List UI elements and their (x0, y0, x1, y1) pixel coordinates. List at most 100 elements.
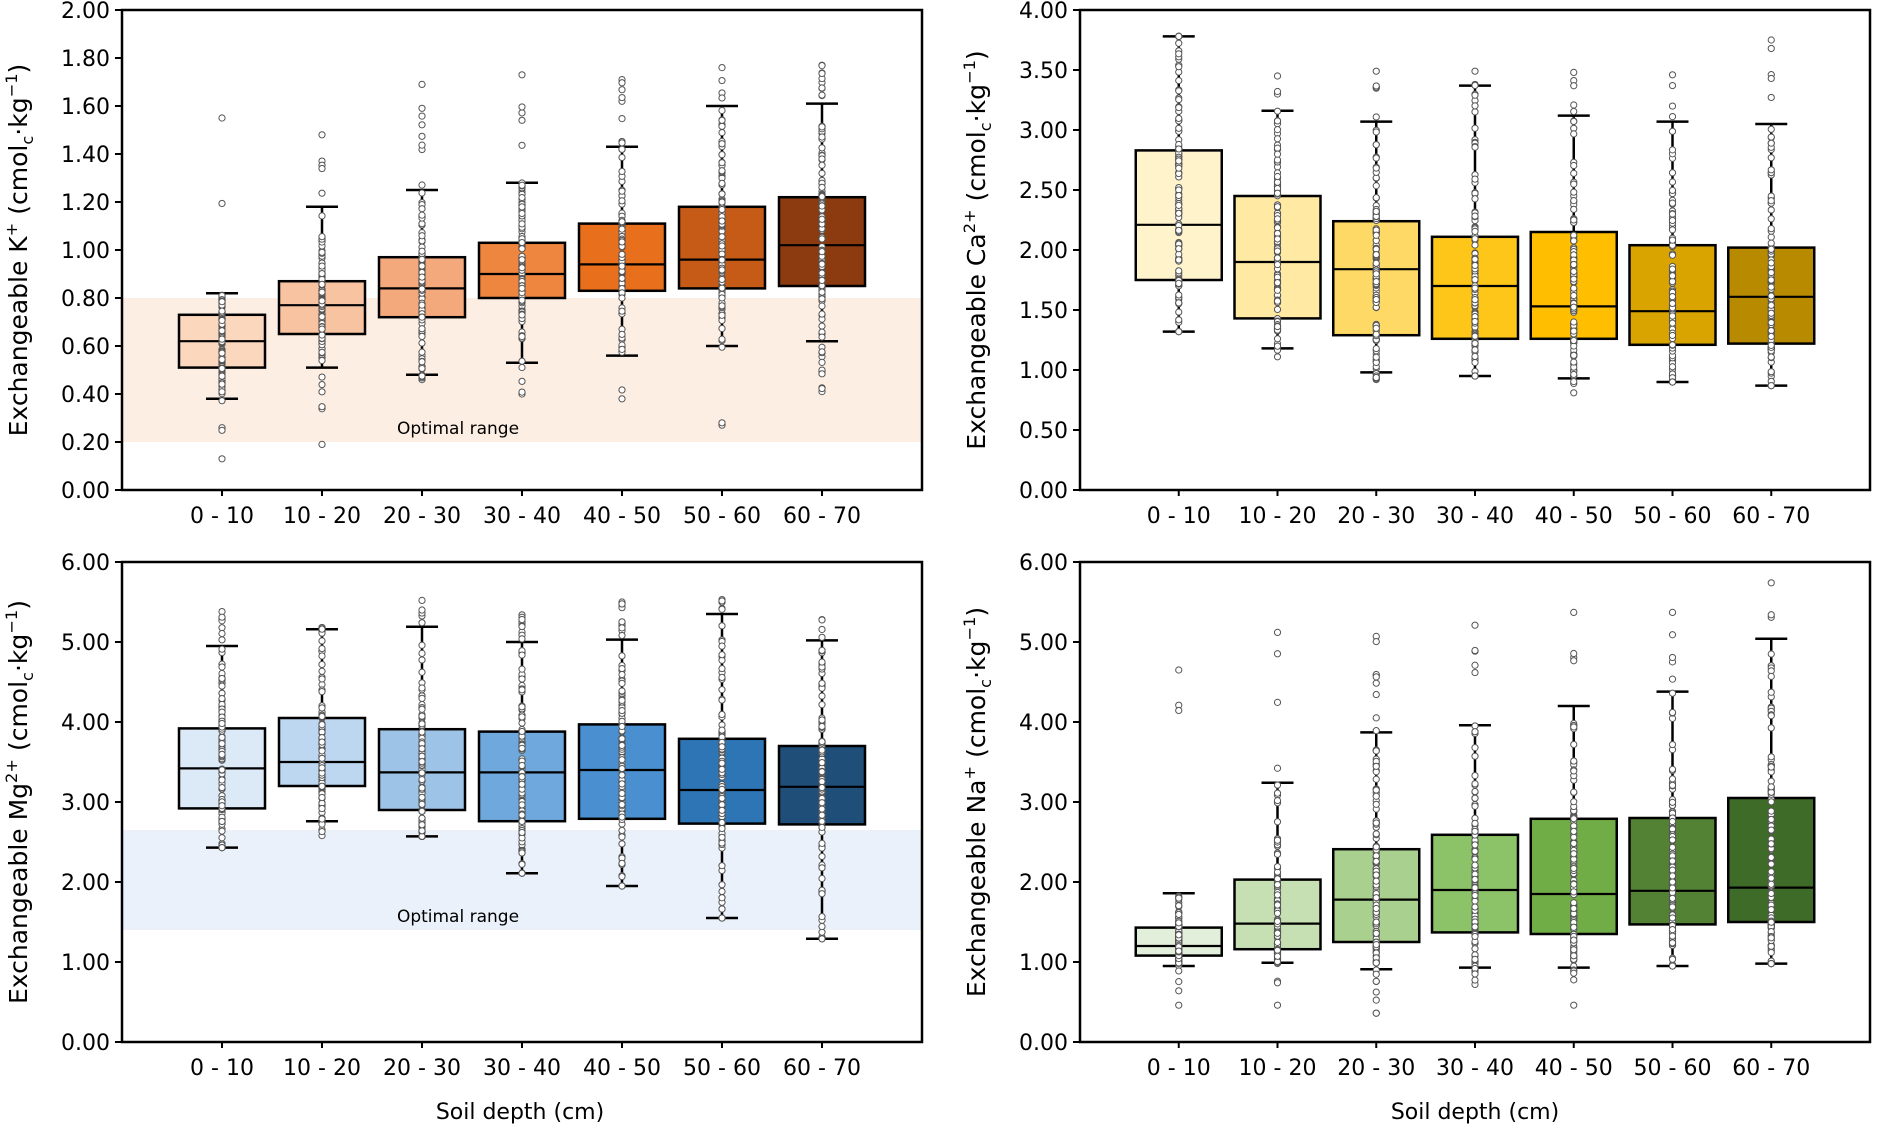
data-point (318, 667, 326, 675)
data-point (1668, 169, 1677, 177)
data-point (218, 335, 226, 343)
data-point (1767, 309, 1775, 317)
data-point (1372, 1009, 1380, 1017)
data-point (318, 269, 326, 278)
y-tick-label: 2.00 (61, 871, 110, 896)
data-point (1570, 952, 1578, 960)
data-point (1471, 276, 1479, 284)
data-point (1372, 141, 1380, 149)
y-tick-label: 4.00 (1019, 0, 1068, 24)
data-point (318, 793, 326, 802)
data-point (718, 894, 726, 902)
data-point (518, 801, 526, 809)
data-point (818, 817, 826, 826)
data-point (318, 804, 326, 813)
data-point (518, 181, 526, 189)
data-point (1175, 267, 1183, 275)
data-point (718, 818, 726, 827)
data-point (1668, 689, 1677, 697)
data-point (718, 159, 726, 167)
data-point (418, 372, 426, 380)
data-point (818, 737, 826, 746)
y-axis-label-part: (cmol (4, 145, 33, 223)
data-point (1767, 650, 1775, 658)
data-point (818, 202, 826, 210)
data-point (618, 664, 626, 673)
data-point (1570, 275, 1578, 283)
data-point (518, 780, 526, 788)
data-point (1570, 839, 1578, 847)
data-point (1570, 351, 1578, 359)
y-tick-label: 4.00 (1019, 711, 1068, 736)
data-point (518, 209, 526, 218)
data-point (718, 116, 726, 124)
data-point (1570, 336, 1578, 345)
data-point (1767, 276, 1775, 284)
y-tick-label: 1.50 (1019, 299, 1068, 324)
panel-exchangeable-ca: 0.00 0.50 1.00 1.50 2.00 2.50 3.00 3.50 4.00 0 - … (960, 0, 1872, 529)
data-point (218, 316, 226, 325)
data-point (1570, 205, 1578, 213)
data-point (1668, 962, 1677, 970)
data-point (1570, 161, 1578, 170)
data-point (218, 827, 226, 835)
panel-exchangeable-na: 0.00 1.00 2.00 3.00 4.00 5.00 6.00 0 - 10 10 - 2… (960, 551, 1872, 1081)
data-point (1668, 894, 1677, 902)
data-point (1175, 931, 1183, 939)
data-point (1570, 101, 1578, 109)
data-point (718, 765, 726, 773)
data-point (1372, 231, 1380, 239)
data-point (218, 355, 226, 364)
data-point (1471, 891, 1479, 900)
data-point (1767, 239, 1775, 247)
data-point (518, 761, 526, 770)
data-point (1273, 335, 1282, 343)
data-point (1471, 728, 1479, 736)
data-point (718, 335, 726, 343)
data-point (1767, 292, 1775, 300)
data-point (418, 775, 426, 784)
data-point (818, 348, 826, 356)
data-point (518, 811, 526, 819)
data-point (1471, 841, 1479, 849)
data-point (318, 712, 326, 721)
data-point (1273, 628, 1282, 637)
data-point (618, 771, 626, 779)
data-point (718, 743, 726, 751)
data-point (518, 203, 526, 211)
data-point (1767, 245, 1775, 253)
data-point (818, 91, 826, 99)
data-point (718, 759, 726, 767)
data-point (718, 806, 726, 814)
x-tick-label: 0 - 10 (1147, 1056, 1211, 1081)
data-point (1372, 792, 1380, 800)
data-point (618, 706, 626, 715)
data-point (318, 373, 326, 381)
data-point (1273, 796, 1282, 805)
data-point (1767, 225, 1775, 233)
data-point (1767, 332, 1775, 341)
data-point (418, 262, 426, 270)
data-point (518, 332, 526, 341)
data-point (318, 348, 326, 356)
data-point (318, 625, 326, 633)
data-point (1175, 114, 1183, 123)
data-point (1570, 880, 1578, 888)
data-point (1372, 894, 1380, 902)
data-point (618, 218, 626, 226)
y-axis-label-part: c (976, 122, 995, 131)
data-point (1668, 608, 1677, 617)
data-point (1570, 370, 1578, 379)
data-point (618, 93, 626, 102)
data-point (518, 296, 526, 304)
data-point (818, 716, 826, 724)
data-point (618, 395, 626, 403)
data-point (618, 780, 626, 788)
data-point (1273, 875, 1282, 883)
data-point (1570, 318, 1578, 326)
y-tick-label: 0.20 (61, 431, 110, 456)
data-point (818, 260, 826, 268)
data-point (1570, 767, 1578, 775)
data-point (1570, 82, 1578, 90)
x-tick-label: 50 - 60 (683, 504, 761, 529)
